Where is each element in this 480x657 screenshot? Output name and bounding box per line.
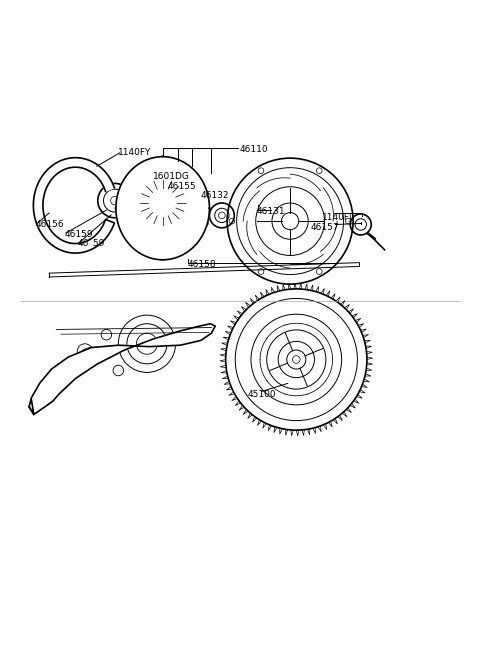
- Polygon shape: [34, 158, 114, 253]
- Text: 46159: 46159: [64, 229, 93, 238]
- Text: 46155: 46155: [168, 182, 196, 191]
- Text: 46`59: 46`59: [78, 239, 105, 248]
- Text: 46158: 46158: [188, 260, 216, 269]
- Text: 46156: 46156: [36, 220, 64, 229]
- Text: 1140FJ: 1140FJ: [322, 214, 353, 222]
- Text: 46110: 46110: [240, 145, 269, 154]
- Text: 46157: 46157: [311, 223, 339, 232]
- Polygon shape: [116, 157, 209, 260]
- Text: 45100: 45100: [247, 390, 276, 399]
- Polygon shape: [29, 324, 215, 415]
- Text: 46131: 46131: [257, 206, 285, 215]
- Text: 1601DG: 1601DG: [153, 172, 190, 181]
- Text: 1140FY: 1140FY: [118, 148, 152, 158]
- Text: 46132: 46132: [201, 191, 229, 200]
